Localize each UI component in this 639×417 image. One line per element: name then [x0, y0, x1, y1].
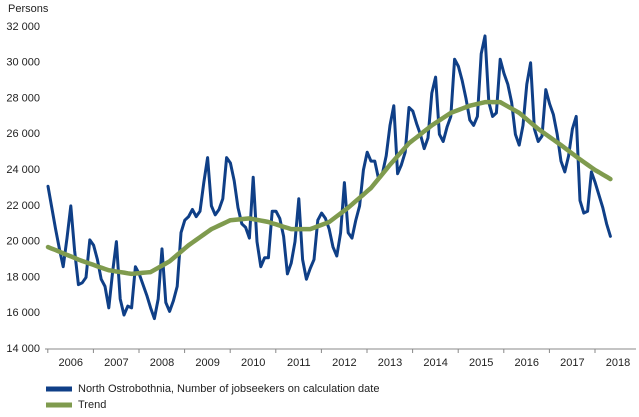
x-tick-label: 2014 [423, 357, 447, 369]
y-tick-label: 28 000 [6, 92, 40, 104]
x-tick-label: 2008 [150, 357, 174, 369]
y-tick-label: 14 000 [6, 343, 40, 355]
y-tick-label: 16 000 [6, 307, 40, 319]
y-tick-label: 20 000 [6, 236, 40, 248]
y-tick-label: 26 000 [6, 128, 40, 140]
y-tick-label: 18 000 [6, 271, 40, 283]
x-tick-label: 2009 [195, 357, 219, 369]
x-tick-label: 2016 [515, 357, 539, 369]
y-tick-label: 24 000 [6, 164, 40, 176]
x-tick-label: 2013 [378, 357, 402, 369]
x-tick-label: 2007 [104, 357, 128, 369]
x-tick-label: 2010 [241, 357, 265, 369]
legend-label: Trend [78, 399, 106, 411]
series-line [45, 99, 613, 277]
x-tick-label: 2006 [59, 357, 83, 369]
x-tick-label: 2011 [287, 357, 311, 369]
x-tick-label: 2015 [469, 357, 493, 369]
legend-label: North Ostrobothnia, Number of jobseekers… [78, 383, 379, 395]
y-axis-label: Persons [8, 3, 49, 15]
y-tick-label: 32 000 [6, 21, 40, 33]
x-tick-label: 2018 [606, 357, 630, 369]
y-tick-label: 22 000 [6, 200, 40, 212]
y-tick-label: 30 000 [6, 57, 40, 69]
x-tick-label: 2012 [332, 357, 356, 369]
series-line [46, 34, 612, 321]
x-tick-label: 2017 [560, 357, 584, 369]
